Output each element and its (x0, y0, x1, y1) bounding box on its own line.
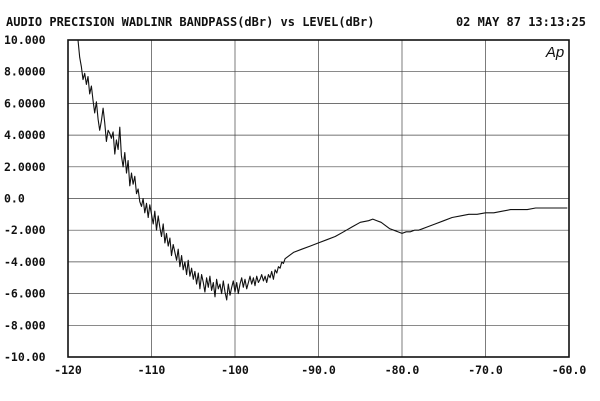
y-tick-label: -4.000 (4, 255, 46, 269)
y-tick-label: 4.0000 (4, 128, 46, 142)
timestamp: 02 MAY 87 13:13:25 (456, 15, 586, 29)
y-tick-label: -2.000 (4, 223, 46, 237)
y-tick-label: -8.000 (4, 318, 46, 332)
x-tick-label: -70.0 (468, 363, 503, 377)
y-tick-label: -6.000 (4, 287, 46, 301)
x-tick-label: -110 (138, 363, 166, 377)
y-tick-label: 8.0000 (4, 65, 46, 79)
plot-frame (67, 39, 570, 358)
x-tick-label: -80.0 (385, 363, 420, 377)
y-tick-label: 10.000 (4, 33, 46, 47)
chart-title: AUDIO PRECISION WADLINR BANDPASS(dBr) vs… (6, 15, 374, 29)
series-line (77, 39, 568, 301)
y-tick-label: 6.0000 (4, 96, 46, 110)
x-tick-label: -100 (221, 363, 249, 377)
ap-logo: Ap (545, 44, 564, 61)
y-tick-label: -10.00 (4, 350, 46, 364)
y-tick-label: 0.0 (4, 192, 25, 206)
series (77, 39, 568, 301)
tick-labels: -120 -110 -100 -90.0 -80.0 -70.0 -60.0 10.000 8.… (4, 33, 586, 377)
x-tick-label: -90.0 (301, 363, 336, 377)
x-tick-label: -60.0 (552, 363, 587, 377)
x-tick-label: -120 (54, 363, 82, 377)
y-tick-label: 2.0000 (4, 160, 46, 174)
